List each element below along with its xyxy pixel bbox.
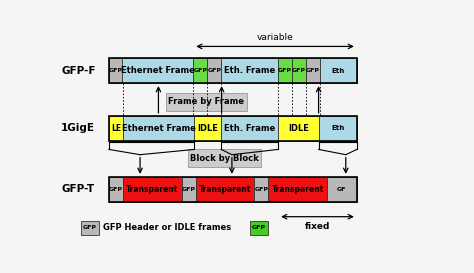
Bar: [122, 58, 193, 83]
Bar: [221, 116, 278, 141]
Text: Eth: Eth: [332, 68, 345, 74]
Bar: [221, 58, 278, 83]
Text: variable: variable: [257, 33, 293, 42]
Text: GFP-F: GFP-F: [61, 66, 96, 76]
Bar: [109, 116, 357, 141]
Text: GFP: GFP: [254, 187, 268, 192]
Bar: [278, 116, 319, 141]
Bar: [207, 58, 221, 83]
Text: GFP: GFP: [207, 68, 221, 73]
Text: Ethernet Frame: Ethernet Frame: [120, 66, 194, 75]
Text: IDLE: IDLE: [197, 124, 219, 133]
Bar: [109, 177, 123, 202]
Bar: [320, 58, 357, 83]
Bar: [123, 177, 182, 202]
Text: GFP: GFP: [292, 68, 306, 73]
Bar: [196, 177, 255, 202]
Text: GFP: GFP: [193, 68, 207, 73]
Text: Eth: Eth: [331, 125, 344, 131]
Text: GFP: GFP: [252, 225, 266, 230]
Text: IDLE: IDLE: [288, 124, 309, 133]
Text: GFP Header or IDLE frames: GFP Header or IDLE frames: [102, 223, 231, 232]
Text: Transparent: Transparent: [126, 185, 178, 194]
Bar: [109, 116, 123, 141]
Bar: [109, 177, 357, 202]
Bar: [319, 116, 357, 141]
Bar: [278, 58, 292, 83]
Bar: [250, 221, 268, 235]
Bar: [194, 116, 221, 141]
Text: Eth. Frame: Eth. Frame: [224, 66, 275, 75]
FancyBboxPatch shape: [166, 93, 246, 111]
Text: GFP-T: GFP-T: [61, 184, 94, 194]
Bar: [123, 116, 194, 141]
Text: GFP: GFP: [83, 225, 97, 230]
Text: GFP: GFP: [306, 68, 320, 73]
Text: GFP: GFP: [108, 68, 122, 73]
Text: GFP: GFP: [278, 68, 292, 73]
Bar: [292, 58, 306, 83]
Text: Ethernet Frame: Ethernet Frame: [122, 124, 196, 133]
Bar: [193, 58, 207, 83]
FancyBboxPatch shape: [188, 149, 261, 167]
Text: GFP: GFP: [109, 187, 123, 192]
Text: Transparent: Transparent: [199, 185, 251, 194]
Text: LE: LE: [111, 124, 121, 133]
Text: Block by Block: Block by Block: [190, 154, 259, 163]
Bar: [182, 177, 196, 202]
Bar: [109, 58, 122, 83]
Bar: [255, 177, 268, 202]
Text: Frame by Frame: Frame by Frame: [168, 97, 244, 106]
Bar: [109, 58, 357, 83]
Text: Eth. Frame: Eth. Frame: [224, 124, 275, 133]
Text: GFP: GFP: [182, 187, 196, 192]
Text: GF: GF: [337, 187, 346, 192]
Bar: [268, 177, 327, 202]
Bar: [327, 177, 357, 202]
Bar: [82, 221, 99, 235]
Text: fixed: fixed: [305, 222, 330, 232]
Text: Transparent: Transparent: [272, 185, 324, 194]
Text: 1GigE: 1GigE: [61, 123, 95, 133]
Bar: [306, 58, 320, 83]
